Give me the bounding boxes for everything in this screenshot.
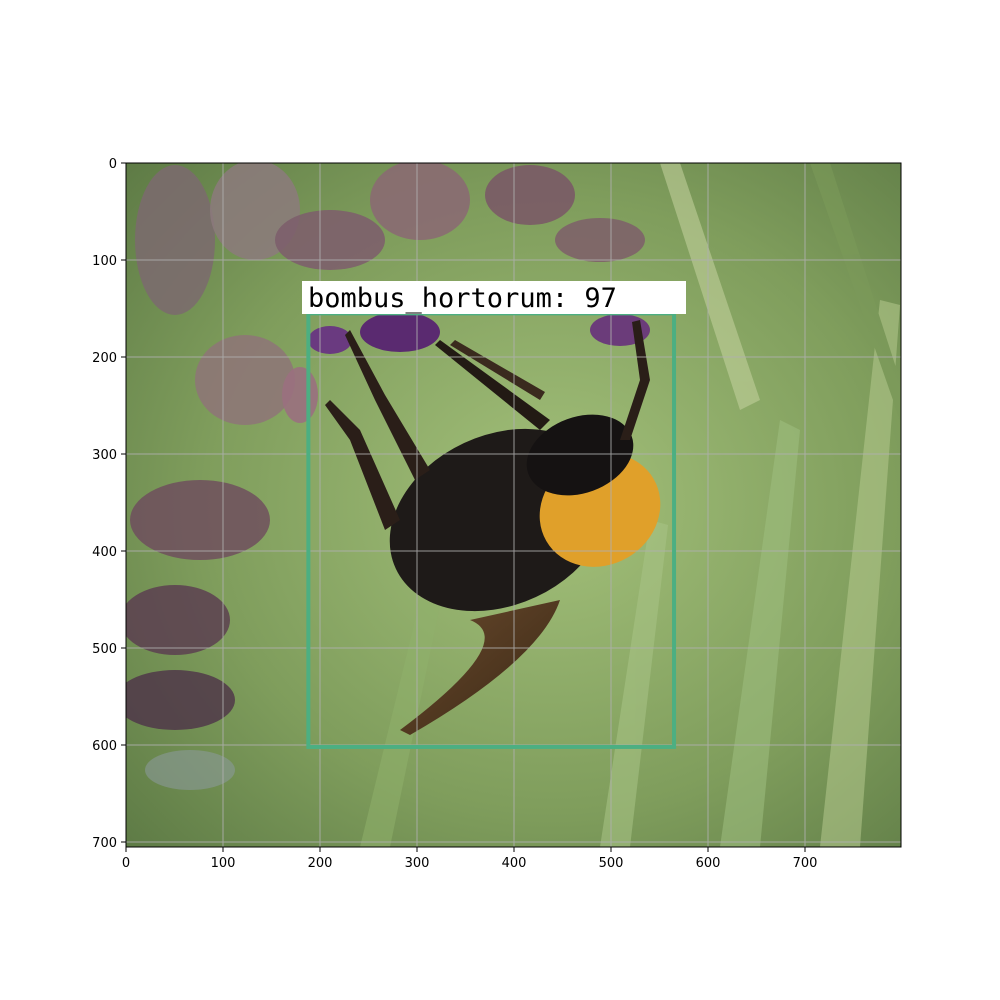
grass-blades — [360, 163, 900, 847]
bee-leg-mid — [325, 400, 400, 530]
x-tick-label: 400 — [502, 856, 527, 871]
x-tick-label: 700 — [793, 856, 818, 871]
y-tick-label: 600 — [92, 739, 117, 754]
x-tick-label: 600 — [696, 856, 721, 871]
photo — [126, 163, 901, 847]
detection-label-background — [302, 281, 686, 314]
x-tick-label: 100 — [211, 856, 236, 871]
x-tick-label: 0 — [122, 856, 130, 871]
bee-proboscis — [435, 340, 550, 430]
detection: bombus_hortorum: 97 — [302, 281, 686, 749]
y-tick-label: 700 — [92, 836, 117, 851]
bumblebee — [325, 320, 661, 735]
x-tick-label: 500 — [599, 856, 624, 871]
x-tick-label: 200 — [308, 856, 333, 871]
bee-antenna — [450, 340, 545, 400]
x-axis: 0 100 200 300 400 500 600 700 — [122, 847, 818, 871]
detection-label: bombus_hortorum: 97 — [308, 283, 617, 314]
y-axis: 0 100 200 300 400 500 600 700 — [92, 157, 126, 851]
flower-stalk-left — [126, 163, 645, 790]
y-tick-label: 500 — [92, 642, 117, 657]
y-tick-label: 300 — [92, 448, 117, 463]
y-tick-label: 0 — [109, 157, 117, 172]
bee-leg-front — [345, 330, 430, 480]
x-tick-label: 300 — [405, 856, 430, 871]
bee-wing — [400, 600, 560, 735]
y-tick-label: 400 — [92, 545, 117, 560]
bee-leg-back — [620, 320, 650, 440]
bee-head — [526, 414, 634, 496]
y-tick-label: 100 — [92, 254, 117, 269]
y-tick-label: 200 — [92, 351, 117, 366]
